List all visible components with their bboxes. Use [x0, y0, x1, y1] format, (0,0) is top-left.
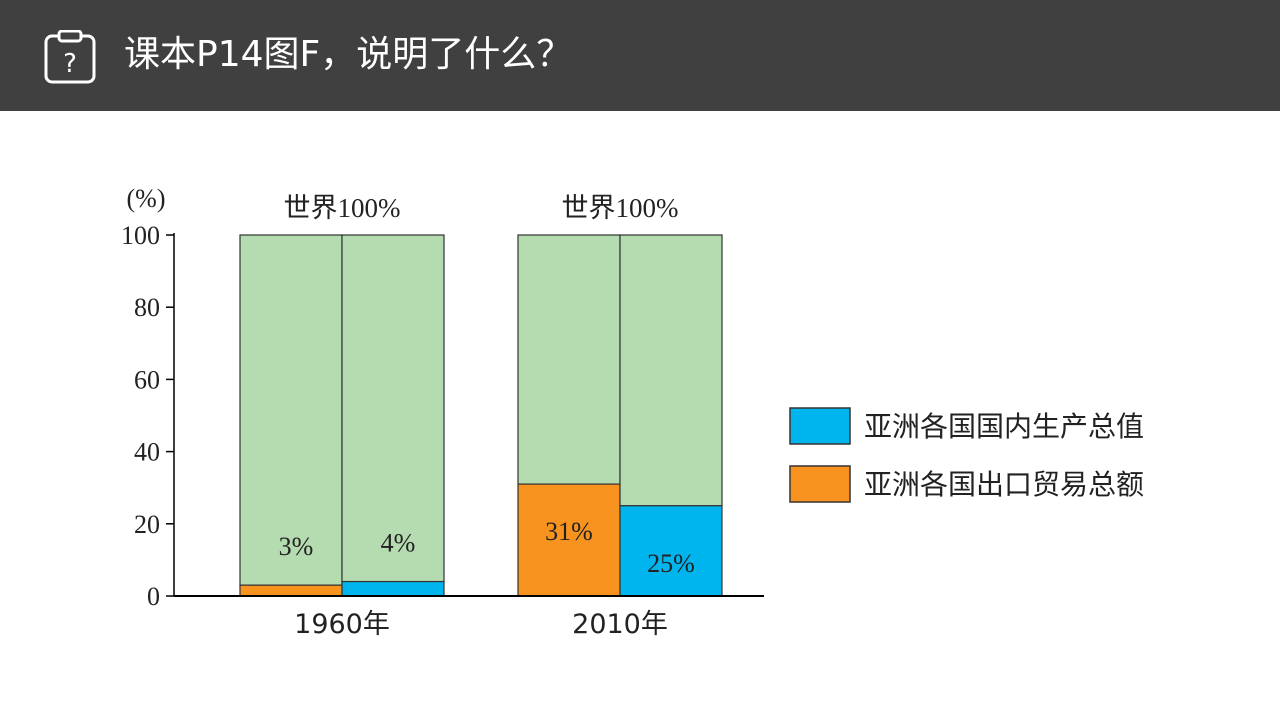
y-tick-label: 20	[134, 510, 160, 539]
legend-label: 亚洲各国出口贸易总额	[864, 468, 1144, 501]
y-axis-unit: (%)	[127, 184, 166, 213]
data-label: 3%	[279, 532, 314, 561]
data-label: 4%	[381, 529, 416, 558]
y-tick-label: 40	[134, 438, 160, 467]
bar-remainder	[341, 234, 445, 583]
data-label: 25%	[647, 549, 695, 578]
group-label-world: 世界100%	[284, 193, 401, 223]
legend-swatch	[789, 407, 851, 445]
bar-remainder	[239, 234, 343, 586]
x-category-label: 2010年	[572, 609, 668, 640]
question-clipboard-icon: ?	[44, 30, 96, 84]
data-label: 31%	[545, 517, 593, 546]
bar-gdp	[619, 505, 723, 597]
group-label-world: 世界100%	[562, 193, 679, 223]
bar-remainder	[619, 234, 723, 507]
bar-gdp	[341, 580, 445, 597]
y-tick-label: 80	[134, 293, 160, 322]
bar-export	[239, 584, 343, 597]
header-bar: ? 课本P14图F，说明了什么？	[0, 0, 1280, 111]
y-tick-label: 60	[134, 365, 160, 394]
page-title: 课本P14图F，说明了什么？	[124, 34, 573, 75]
stacked-bar-chart: 0 20 40 60 80 100 (%) 3% 4% 世界100% 1960年 31% 25% 世界1…	[121, 184, 1144, 640]
svg-text:?: ?	[63, 49, 77, 79]
legend-label: 亚洲各国国内生产总值	[864, 410, 1144, 443]
y-tick-label: 100	[121, 221, 160, 250]
bar-remainder	[517, 234, 621, 485]
legend-swatch	[789, 465, 851, 503]
y-tick-label: 0	[147, 582, 160, 611]
x-category-label: 1960年	[294, 609, 390, 640]
